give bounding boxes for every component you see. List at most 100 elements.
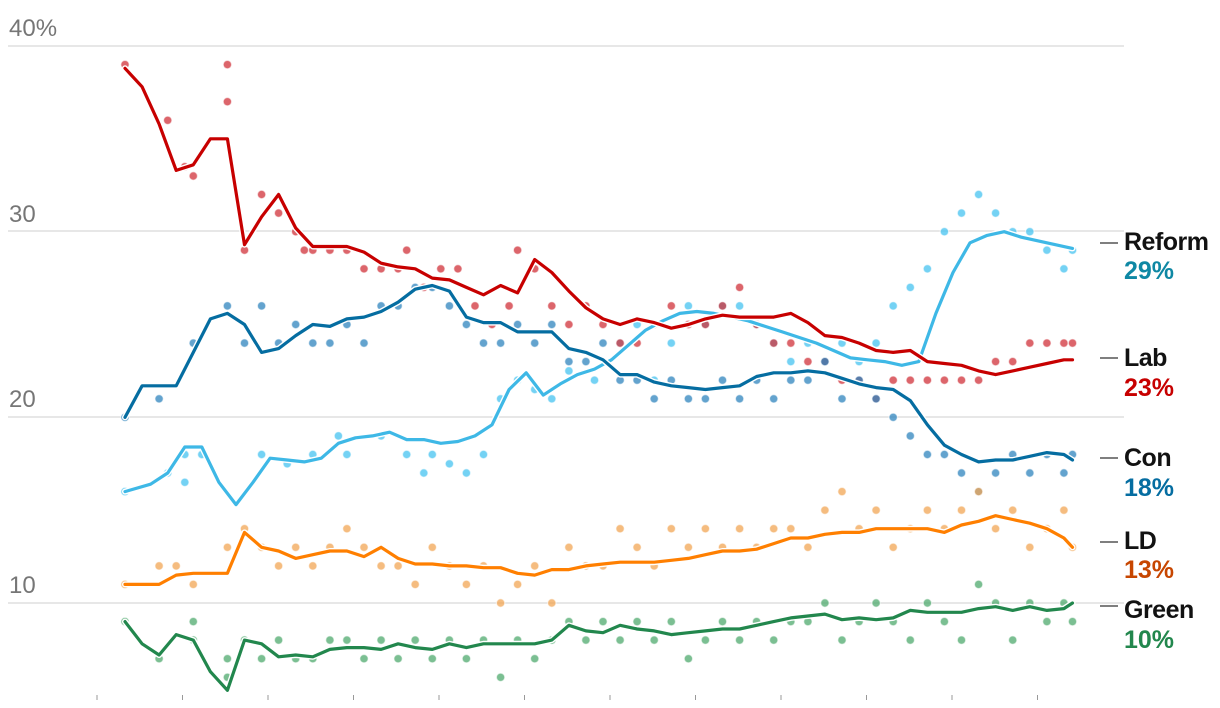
- poll-dot-ld-28: [632, 542, 642, 553]
- poll-dot-green-55: [1067, 616, 1078, 627]
- poll-dot-con-42: [888, 412, 898, 423]
- poll-dot-lab-46: [888, 375, 898, 385]
- poll-dot-green-47: [939, 616, 950, 627]
- poll-dot-reform-44: [973, 189, 984, 200]
- poll-dot-green-40: [820, 598, 830, 608]
- poll-dot-ld-45: [922, 505, 933, 515]
- poll-dot-reform-8: [333, 431, 344, 441]
- poll-dot-lab-49: [939, 375, 950, 385]
- poll-dot-con-17: [461, 319, 472, 330]
- poll-dot-reform-26: [666, 338, 677, 348]
- poll-dot-reform-22: [589, 375, 600, 385]
- poll-dot-con-22: [546, 319, 557, 330]
- poll-dot-con-33: [734, 393, 745, 404]
- poll-dot-reform-33: [785, 356, 796, 367]
- poll-dot-ld-24: [564, 542, 574, 553]
- poll-dot-ld-4: [222, 542, 233, 553]
- poll-dot-con-35: [768, 393, 779, 404]
- poll-dot-ld-8: [290, 542, 301, 553]
- poll-dot-reform-40: [905, 282, 916, 293]
- trend-lines: [122, 65, 1076, 694]
- poll-dot-con-5: [256, 301, 267, 311]
- poll-dot-green-15: [393, 653, 403, 664]
- trend-line-green: [123, 601, 1075, 692]
- y-tick-labels: 40% 30 20 10: [9, 15, 57, 599]
- poll-dot-green-46: [922, 598, 933, 608]
- poll-dot-con-30: [683, 393, 694, 404]
- series-label-green: Green 10%: [1100, 596, 1194, 654]
- poll-dot-con-44: [922, 449, 933, 460]
- poll-dot-reform-16: [478, 449, 489, 460]
- poll-dot-con-36: [785, 375, 796, 385]
- poll-dot-ld-23: [546, 598, 557, 608]
- poll-dot-lab-7: [256, 189, 267, 200]
- poll-dot-green-51: [1007, 635, 1018, 645]
- poll-dot-con-45: [939, 449, 950, 460]
- grid-lines: [8, 45, 1124, 604]
- poll-dot-green-49: [973, 579, 984, 590]
- poll-dot-lab-33: [666, 301, 677, 311]
- poll-dot-con-46: [956, 468, 967, 478]
- poll-dot-lab-37: [734, 282, 745, 293]
- poll-dot-reform-47: [1025, 226, 1035, 237]
- poll-dot-ld-48: [973, 486, 984, 497]
- poll-dot-lab-21: [470, 301, 480, 311]
- poll-dot-reform-14: [444, 458, 455, 469]
- poll-dot-ld-18: [461, 579, 472, 590]
- trend-line-lab: [123, 66, 1075, 377]
- poll-dot-lab-36: [717, 301, 728, 311]
- poll-dot-green-2: [188, 616, 199, 627]
- poll-dot-ld-11: [342, 523, 352, 534]
- poll-dot-green-33: [700, 635, 711, 645]
- poll-dot-lab-8: [273, 208, 284, 218]
- poll-dot-reform-20: [546, 393, 557, 404]
- poll-dot-ld-40: [837, 486, 847, 497]
- poll-dot-green-41: [837, 635, 847, 645]
- poll-dot-green-27: [598, 616, 608, 627]
- poll-dot-lab-53: [1007, 356, 1018, 367]
- poll-dot-reform-30: [734, 301, 745, 311]
- poll-dot-ld-39: [820, 505, 830, 515]
- series-value-green: 10%: [1124, 626, 1174, 654]
- poll-dot-con-52: [1059, 468, 1069, 478]
- poll-dot-lab-10: [299, 245, 310, 255]
- poll-dot-ld-42: [871, 505, 881, 515]
- poll-dot-con-19: [495, 338, 506, 348]
- poll-dot-reform-11: [401, 449, 412, 460]
- series-value-ld: 13%: [1124, 556, 1174, 584]
- poll-dot-con-16: [444, 301, 455, 311]
- poll-dot-con-48: [990, 468, 1001, 478]
- poll-dot-green-28: [615, 635, 625, 645]
- poll-dot-green-53: [1042, 616, 1052, 627]
- poll-dot-green-16: [410, 635, 420, 645]
- poll-dot-green-11: [325, 635, 335, 645]
- poll-dot-con-8: [307, 338, 318, 348]
- poll-dot-lab-23: [504, 301, 514, 311]
- trend-line-con: [123, 283, 1075, 464]
- trend-line-ld: [123, 514, 1075, 586]
- poll-dot-con-37: [803, 375, 813, 385]
- poll-dot-lab-50: [956, 375, 967, 385]
- poll-dot-ld-31: [683, 542, 694, 553]
- poll-dot-lab-55: [1042, 338, 1052, 348]
- poll-dot-green-7: [256, 653, 267, 664]
- poll-dot-green-17: [427, 653, 438, 664]
- poll-dot-green-43: [871, 598, 881, 608]
- poll-dot-lab-19: [435, 263, 446, 274]
- series-value-lab: 23%: [1124, 374, 1174, 402]
- series-name-lab: Lab: [1124, 344, 1167, 372]
- poll-dot-reform-43: [956, 208, 967, 218]
- y-tick-label-40: 40%: [9, 15, 57, 42]
- poll-dot-lab-20: [453, 263, 463, 274]
- series-name-con: Con: [1124, 444, 1171, 472]
- poll-dot-ld-34: [734, 523, 745, 534]
- poll-dot-reform-41: [922, 263, 933, 274]
- poll-dot-ld-20: [495, 598, 506, 608]
- poll-dot-ld-51: [1025, 542, 1035, 553]
- poll-dot-con-50: [1025, 468, 1035, 478]
- poll-dot-con-39: [837, 393, 847, 404]
- poll-dot-ld-14: [393, 561, 403, 571]
- poll-dot-reform-5: [256, 449, 267, 460]
- poll-dot-reform-12: [418, 468, 429, 478]
